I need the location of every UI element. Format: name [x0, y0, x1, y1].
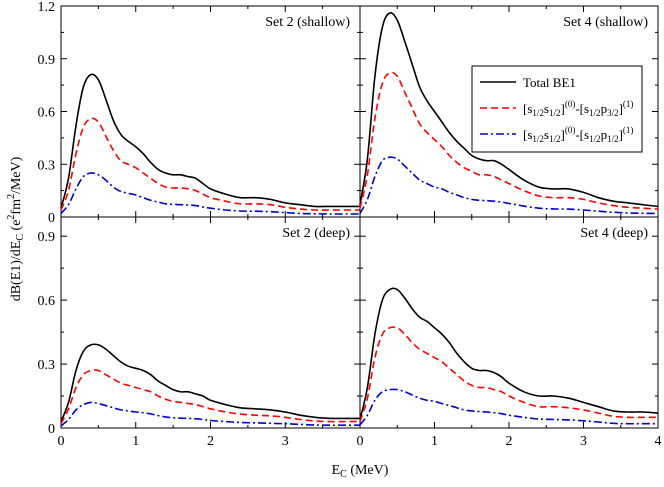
- y-axis-label: dB(E1)/dEC (e2fm2/MeV): [6, 156, 26, 301]
- panel-3: 0 0.3 0.6 0.9 0 1 2 3 Set 2 (deep): [38, 216, 361, 449]
- series-line-total: [60, 73, 360, 209]
- y-tick-label: 0.6: [38, 294, 56, 309]
- x-tick-label: 4: [655, 434, 662, 449]
- y-tick-label: 0.3: [38, 358, 56, 373]
- panel-frame: [60, 5, 361, 218]
- series-line-total: [60, 343, 360, 422]
- y-tick-label: 0: [48, 211, 55, 226]
- series-line-p32: [60, 117, 360, 211]
- series-line-p32: [60, 369, 360, 425]
- panel-title: Set 2 (shallow): [265, 15, 350, 30]
- series-line-p12: [60, 401, 360, 427]
- y-tick-label: 0: [48, 422, 55, 437]
- panel-title: Set 4 (deep): [580, 226, 648, 241]
- panel-frame: [60, 216, 361, 429]
- series-line-p12: [359, 388, 658, 426]
- y-tick-label: 0.3: [38, 158, 56, 173]
- y-tick-label: 1.2: [38, 0, 56, 15]
- series-line-total: [359, 287, 659, 420]
- panels: 0 0.3 0.6 0.9 1.2 Set 2 (shallow) Set 4 (shall…: [38, 0, 662, 449]
- x-axis-label: EC (MeV): [332, 463, 389, 480]
- panel-title: Set 2 (deep): [282, 226, 350, 241]
- y-tick-label: 0.6: [38, 106, 56, 121]
- x-tick-label: 0: [357, 434, 364, 449]
- y-tick-label: 0.9: [38, 230, 56, 245]
- legend-label-total: Total BE1: [523, 75, 576, 90]
- x-tick-label: 3: [282, 434, 289, 449]
- panel-4: 0 1 2 3 4 Set 4 (deep): [357, 216, 662, 449]
- x-tick-label: 3: [580, 434, 587, 449]
- legend-box: [471, 65, 643, 153]
- panel-2: Set 4 (shallow): [359, 5, 659, 218]
- series-line-p12: [60, 172, 360, 215]
- x-tick-label: 2: [207, 434, 214, 449]
- panel-1: 0 0.3 0.6 0.9 1.2 Set 2 (shallow): [38, 0, 361, 226]
- x-tick-label: 2: [506, 434, 513, 449]
- series-line-p12: [359, 156, 659, 215]
- series-line-total: [359, 12, 659, 208]
- series-line-p32: [359, 326, 658, 422]
- panel-title: Set 4 (shallow): [563, 15, 648, 30]
- y-tick-label: 0.9: [38, 53, 56, 68]
- x-tick-label: 1: [132, 434, 139, 449]
- series-line-p32: [359, 71, 659, 210]
- legend: Total BE1 [s1/2s1/2](0)-[s1/2p3/2](1) [s…: [471, 65, 643, 153]
- x-tick-label: 1: [431, 434, 438, 449]
- x-tick-label: 0: [58, 434, 65, 449]
